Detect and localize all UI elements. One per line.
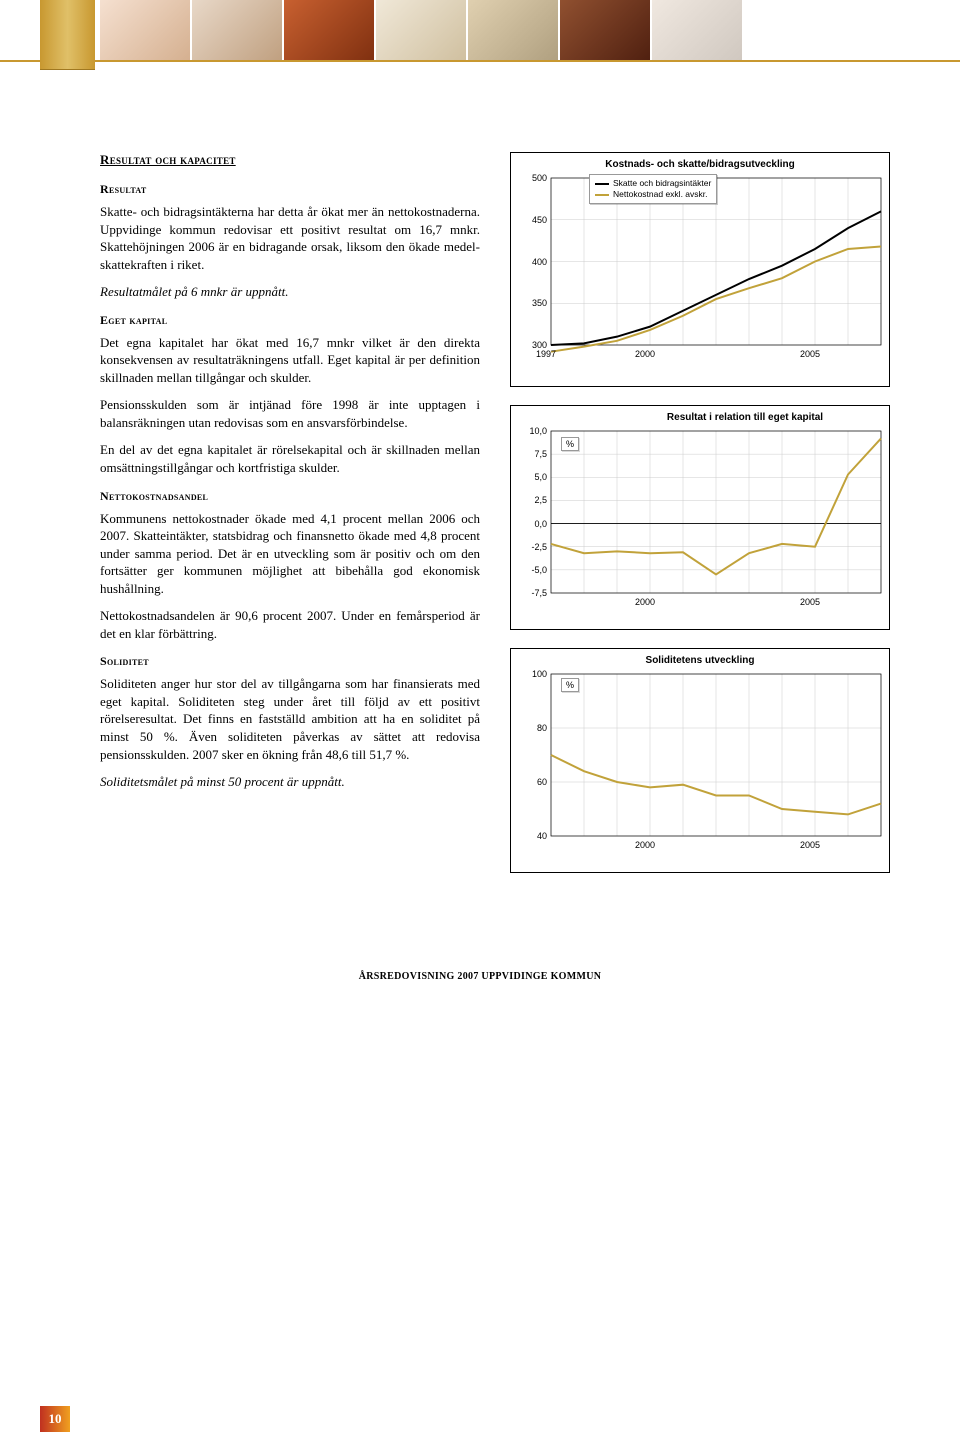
eget-p1: Det egna kapitalet har ökat med 16,7 mnk… — [100, 334, 480, 387]
chart3-pct: % — [561, 678, 579, 692]
netto-p1: Kommunens nettokostnader ökade med 4,1 p… — [100, 510, 480, 598]
soliditet-heading: Soliditet — [100, 654, 480, 669]
chart3-title: Soliditetens utveckling — [511, 649, 889, 668]
gold-corner-tab — [40, 0, 95, 70]
chart2-title: Resultat i relation till eget kapital — [511, 406, 889, 425]
header-photo-strip — [0, 0, 960, 62]
page-number: 10 — [40, 1406, 70, 1432]
chart1-title: Kostnads- och skatte/bidragsutveckling — [511, 153, 889, 172]
chart1-legend: Skatte och bidragsintäkter Nettokostnad … — [589, 174, 717, 204]
eget-p2: Pensionsskulden som är intjänad före 199… — [100, 396, 480, 431]
footer-text: ÅRSREDOVISNING 2007 UPPVIDINGE KOMMUN — [0, 931, 960, 1002]
eget-heading: Eget kapital — [100, 313, 480, 328]
resultat-p1: Skatte- och bidragsintäkterna har detta … — [100, 203, 480, 273]
chart2-pct: % — [561, 437, 579, 451]
resultat-p2: Resultatmålet på 6 mnkr är uppnått. — [100, 283, 480, 301]
chart-soliditet: Soliditetens utveckling 406080100 % 2000… — [510, 648, 890, 873]
chart-kostnads: Kostnads- och skatte/bidragsutveckling 3… — [510, 152, 890, 387]
resultat-heading: Resultat — [100, 182, 480, 197]
netto-p2: Nettokostnadsandelen är 90,6 procent 200… — [100, 607, 480, 642]
eget-p3: En del av det egna kapitalet är rörelsek… — [100, 441, 480, 476]
soliditet-p2: Soliditetsmålet på minst 50 procent är u… — [100, 773, 480, 791]
section-heading: Resultat och kapacitet — [100, 152, 480, 168]
chart-resultat-kapital: Resultat i relation till eget kapital -7… — [510, 405, 890, 630]
soliditet-p1: Soliditeten anger hur stor del av tillgå… — [100, 675, 480, 763]
netto-heading: Nettokostnadsandel — [100, 489, 480, 504]
